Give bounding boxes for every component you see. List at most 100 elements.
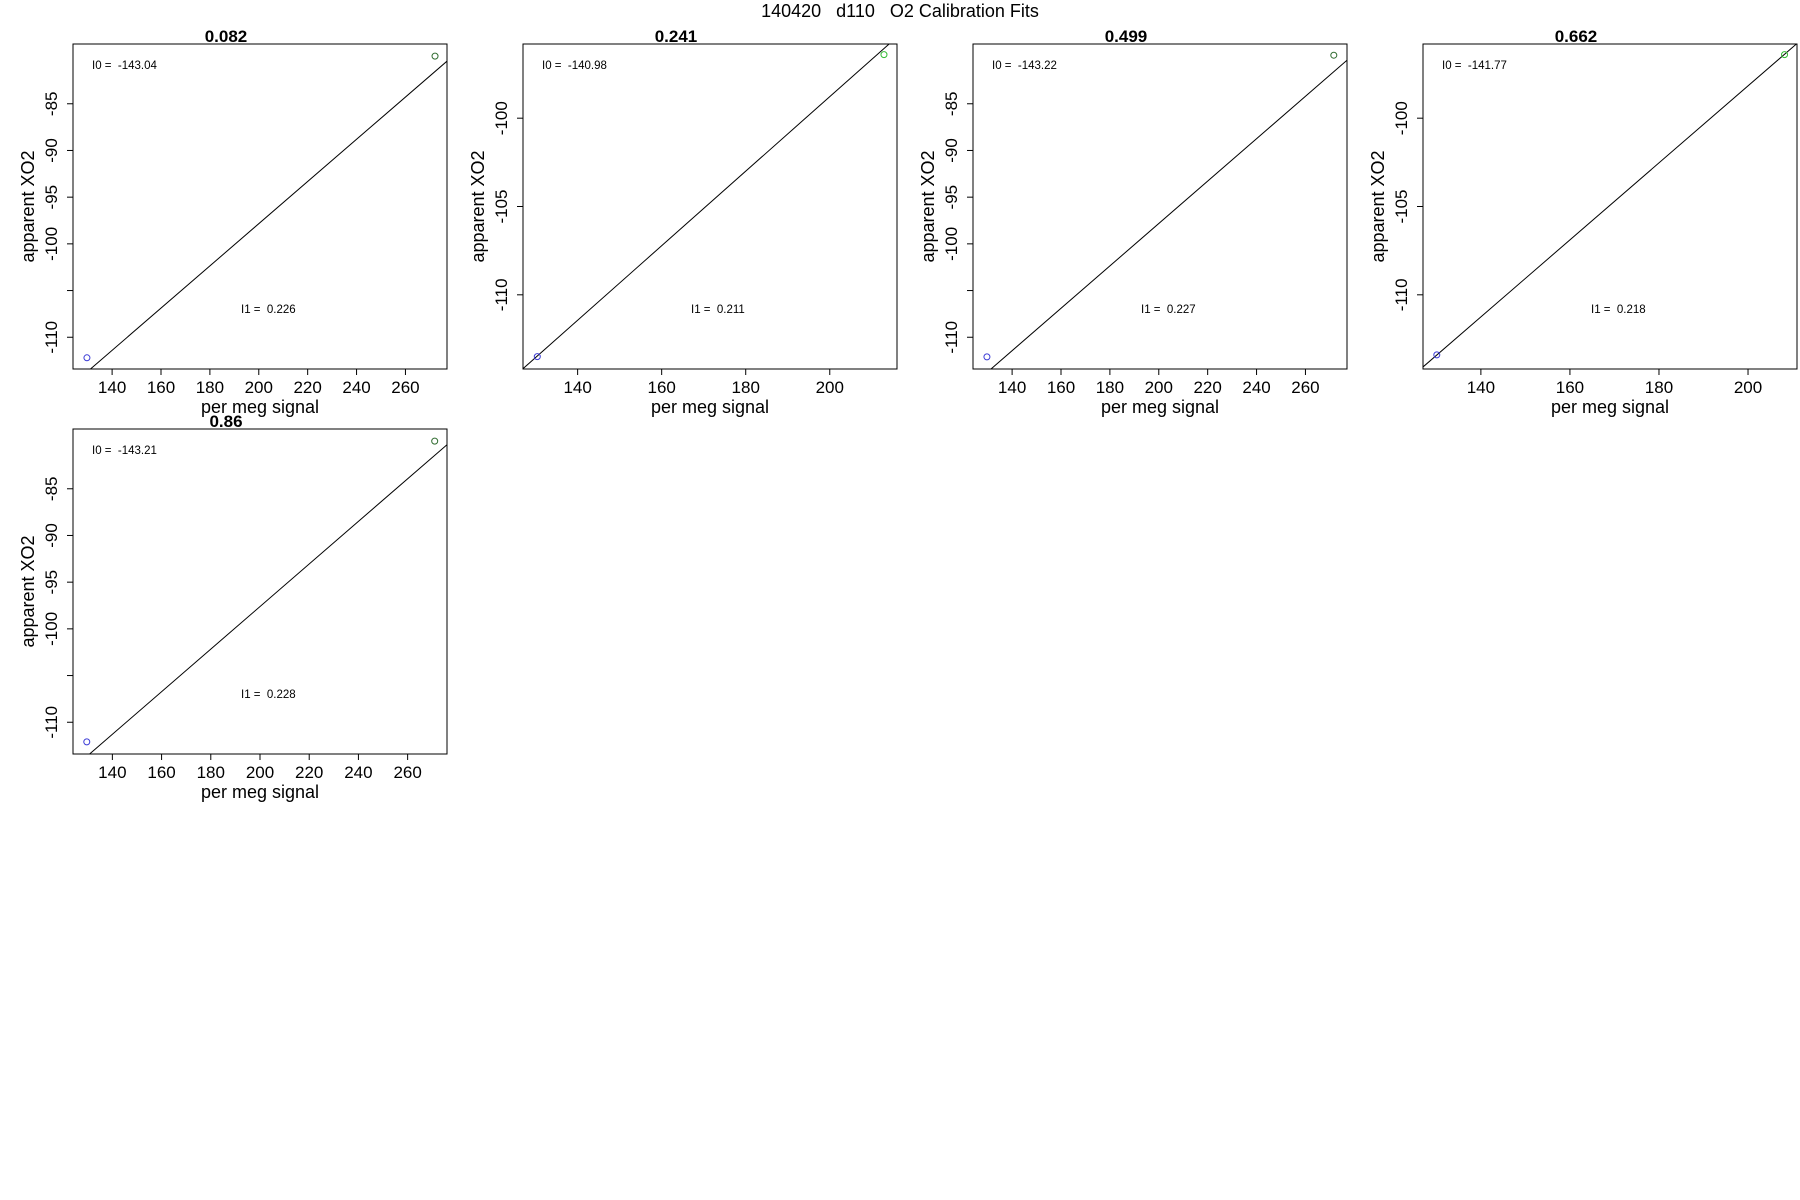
panel-title: 0.86: [209, 412, 242, 431]
calibration-panel-1: 0.082 140 160 180 200 220 240 260 -110 -100 -95 -90…: [0, 0, 450, 417]
x-tick-label: 160: [147, 763, 175, 782]
y-tick-label: -95: [42, 570, 61, 595]
y-tick-label: -85: [42, 476, 61, 501]
x-tick-label: 200: [1145, 378, 1173, 397]
calibration-panel-5: 0.86 140 160 180 200 220 240 260 -110 -100 -95 -90 -…: [0, 385, 450, 802]
x-tick-label: 200: [816, 378, 844, 397]
intercept-annotation: I0 = -140.98: [542, 60, 607, 72]
plot-frame: [1422, 43, 1798, 370]
data-point-high: [880, 51, 888, 59]
x-tick-label: 260: [391, 378, 419, 397]
slope-annotation: I1 = 0.226: [241, 304, 296, 316]
scatter-plot-4: 0.662 140 160 180 200 -110 -105 -100 per meg sig…: [1368, 27, 1798, 417]
intercept-annotation: I0 = -143.04: [92, 60, 157, 72]
intercept-annotation: I0 = -143.21: [92, 445, 157, 457]
y-tick-label: -105: [1392, 189, 1411, 223]
data-point-high: [1330, 51, 1338, 59]
x-tick-label: 240: [344, 763, 372, 782]
panel-title: 0.662: [1555, 27, 1598, 46]
y-tick-label: -100: [42, 227, 61, 261]
x-axis-label: per meg signal: [1551, 397, 1669, 417]
data-point-low: [83, 738, 91, 746]
x-tick-label: 220: [295, 763, 323, 782]
x-tick-label: 180: [197, 763, 225, 782]
y-tick-label: -85: [942, 91, 961, 116]
x-tick-label: 200: [245, 378, 273, 397]
y-tick-label: -110: [1392, 278, 1411, 311]
y-tick-label: -100: [942, 227, 961, 261]
scatter-plot-1: 0.082 140 160 180 200 220 240 260 -110 -100 -95 -90…: [18, 27, 448, 417]
fit-line: [89, 60, 447, 369]
y-tick-label: -110: [42, 321, 61, 354]
y-tick-label: -90: [942, 138, 961, 163]
x-tick-label: 180: [732, 378, 760, 397]
plot-frame: [522, 43, 898, 370]
scatter-plot-3: 0.499 140 160 180 200 220 240 260 -110 -100 -95 -90…: [918, 27, 1348, 417]
data-point-low: [1433, 351, 1441, 359]
data-point-low: [533, 353, 541, 361]
fit-line: [88, 444, 447, 754]
slope-annotation: I1 = 0.211: [691, 304, 745, 316]
slope-annotation: I1 = 0.227: [1141, 304, 1196, 316]
x-tick-label: 180: [1645, 378, 1673, 397]
fit-line: [990, 59, 1347, 369]
plot-frame: [72, 43, 448, 370]
x-tick-label: 160: [147, 378, 175, 397]
x-axis-label: per meg signal: [651, 397, 769, 417]
panel-title: 0.241: [655, 27, 698, 46]
calibration-panel-3: 0.499 140 160 180 200 220 240 260 -110 -100 -95 -90…: [900, 0, 1350, 417]
x-tick-label: 140: [998, 378, 1026, 397]
x-tick-label: 160: [1047, 378, 1075, 397]
y-axis-label: apparent XO2: [918, 150, 938, 262]
y-tick-label: -85: [42, 91, 61, 116]
x-axis-label: per meg signal: [201, 397, 319, 417]
x-tick-label: 160: [1556, 378, 1584, 397]
x-tick-label: 200: [246, 763, 274, 782]
scatter-plot-5: 0.86 140 160 180 200 220 240 260 -110 -100 -95 -90 -…: [18, 412, 448, 802]
y-axis-label: apparent XO2: [18, 150, 38, 262]
x-tick-label: 220: [293, 378, 321, 397]
plot-frame: [72, 428, 448, 755]
y-axis-label: apparent XO2: [468, 150, 488, 262]
y-axis-label: apparent XO2: [1368, 150, 1388, 262]
x-tick-label: 240: [342, 378, 370, 397]
y-tick-label: -110: [492, 278, 511, 311]
x-tick-label: 260: [393, 763, 421, 782]
y-axis-label: apparent XO2: [18, 535, 38, 647]
x-tick-label: 140: [1467, 378, 1495, 397]
fit-line: [1423, 44, 1797, 368]
slope-annotation: I1 = 0.228: [241, 689, 296, 701]
scatter-plot-2: 0.241 140 160 180 200 -110 -105 -100 per meg sig…: [468, 27, 898, 417]
figure-title: 140420 d110 O2 Calibration Fits: [761, 1, 1039, 21]
panel-title: 0.499: [1105, 27, 1148, 46]
x-tick-label: 220: [1193, 378, 1221, 397]
x-tick-label: 160: [647, 378, 675, 397]
x-axis-label: per meg signal: [201, 782, 319, 802]
calibration-panel-2: 0.241 140 160 180 200 -110 -105 -100 per meg sig…: [450, 0, 900, 417]
x-tick-label: 140: [98, 763, 126, 782]
y-tick-label: -95: [42, 185, 61, 210]
data-point-high: [1781, 51, 1789, 59]
x-tick-label: 200: [1734, 378, 1762, 397]
y-tick-label: -100: [492, 101, 511, 135]
x-tick-label: 240: [1242, 378, 1270, 397]
y-tick-label: -95: [942, 185, 961, 210]
slope-annotation: I1 = 0.218: [1591, 304, 1646, 316]
x-axis-label: per meg signal: [1101, 397, 1219, 417]
fit-line: [523, 44, 890, 369]
y-tick-label: -110: [42, 706, 61, 739]
calibration-panel-4: 0.662 140 160 180 200 -110 -105 -100 per meg sig…: [1350, 0, 1800, 417]
y-tick-label: -90: [42, 523, 61, 548]
y-tick-label: -90: [42, 138, 61, 163]
x-tick-label: 140: [563, 378, 591, 397]
data-point-low: [83, 354, 91, 362]
x-tick-label: 180: [1096, 378, 1124, 397]
intercept-annotation: I0 = -141.77: [1442, 60, 1507, 72]
x-tick-label: 180: [196, 378, 224, 397]
x-tick-label: 260: [1291, 378, 1319, 397]
plot-frame: [972, 43, 1348, 370]
data-point-low: [983, 353, 991, 361]
y-tick-label: -105: [492, 189, 511, 223]
y-tick-label: -100: [42, 612, 61, 646]
